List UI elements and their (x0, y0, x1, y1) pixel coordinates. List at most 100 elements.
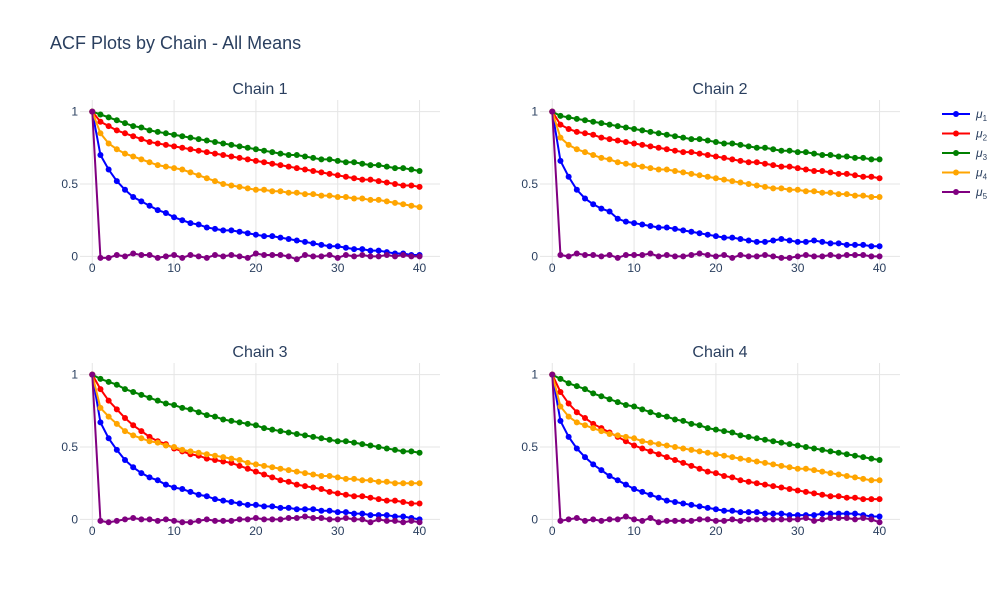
legend-swatch-marker (953, 150, 959, 156)
data-point (408, 448, 415, 455)
data-point (252, 250, 259, 257)
data-point (663, 251, 670, 258)
data-point (573, 409, 580, 416)
data-point (261, 462, 268, 469)
data-point (582, 251, 588, 258)
data-point (416, 480, 423, 487)
x-tick-label: 10 (167, 524, 181, 538)
data-point (236, 183, 243, 190)
data-point (696, 172, 703, 179)
x-tick-label: 0 (89, 524, 96, 538)
legend-label: μ4 (975, 166, 988, 182)
data-point (835, 493, 842, 500)
data-point (105, 123, 112, 130)
data-point (672, 444, 678, 450)
data-point (367, 196, 374, 203)
data-point (416, 253, 423, 260)
data-point (557, 112, 564, 119)
data-point (852, 154, 858, 161)
data-point (302, 238, 308, 245)
data-point (663, 517, 670, 524)
legend-item-mu2[interactable]: μ2 (942, 127, 988, 143)
subplot-title: Chain 2 (692, 81, 747, 98)
data-point (860, 496, 867, 503)
data-point (794, 512, 801, 519)
data-point (138, 428, 145, 435)
data-point (696, 230, 703, 237)
data-point (261, 516, 268, 523)
data-point (293, 430, 300, 437)
data-point (647, 439, 654, 446)
data-point (631, 220, 638, 227)
data-point (244, 254, 251, 261)
data-point (392, 480, 398, 487)
data-point (220, 458, 227, 465)
data-point (704, 137, 711, 144)
data-point (138, 251, 145, 258)
data-point (655, 441, 662, 448)
data-point (416, 204, 423, 211)
data-point (647, 514, 654, 521)
data-point (285, 467, 292, 474)
data-point (647, 165, 654, 172)
data-point (835, 449, 842, 456)
legend-item-mu4[interactable]: μ4 (942, 166, 988, 182)
data-point (400, 519, 407, 526)
data-point (582, 130, 588, 137)
data-point (786, 186, 793, 193)
data-point (680, 445, 687, 452)
data-point (876, 243, 883, 250)
data-point (105, 140, 112, 147)
data-point (729, 234, 736, 241)
data-point (729, 156, 736, 163)
data-point (672, 133, 678, 140)
data-point (565, 125, 572, 132)
data-point (228, 182, 235, 189)
data-point (704, 504, 711, 511)
data-point (146, 438, 153, 445)
data-point (138, 136, 145, 143)
data-point (819, 468, 826, 475)
data-point (811, 517, 818, 524)
data-point (614, 254, 621, 261)
data-point (704, 425, 711, 432)
legend-item-mu5[interactable]: μ5 (942, 185, 988, 201)
data-point (729, 140, 736, 147)
data-point (113, 381, 120, 388)
legend-item-mu3[interactable]: μ3 (942, 146, 988, 162)
data-point (811, 253, 818, 260)
data-point (122, 253, 128, 260)
data-point (712, 470, 719, 477)
series-mu4 (549, 108, 883, 201)
data-point (383, 251, 390, 258)
data-point (138, 198, 145, 205)
data-point (860, 475, 867, 482)
data-point (146, 474, 153, 481)
data-point (843, 251, 850, 258)
data-point (631, 125, 638, 132)
data-point (762, 183, 768, 190)
legend-item-mu1[interactable]: μ1 (942, 107, 988, 123)
data-point (138, 124, 145, 131)
data-point (688, 517, 695, 524)
data-point (762, 459, 768, 466)
data-point (770, 483, 777, 490)
data-point (680, 169, 687, 176)
data-point (269, 149, 276, 156)
y-tick-label: 0 (531, 512, 538, 526)
data-point (203, 455, 210, 462)
data-point (236, 457, 243, 464)
data-point (212, 517, 218, 524)
data-point (688, 170, 695, 177)
data-point (113, 251, 120, 258)
data-point (778, 236, 785, 243)
data-point (212, 178, 218, 185)
data-point (737, 251, 744, 258)
data-point (392, 165, 398, 172)
legend-swatch-marker (953, 130, 959, 137)
data-point (400, 513, 407, 520)
data-point (97, 254, 104, 261)
data-point (770, 516, 777, 523)
data-point (590, 131, 597, 138)
data-point (203, 175, 210, 182)
